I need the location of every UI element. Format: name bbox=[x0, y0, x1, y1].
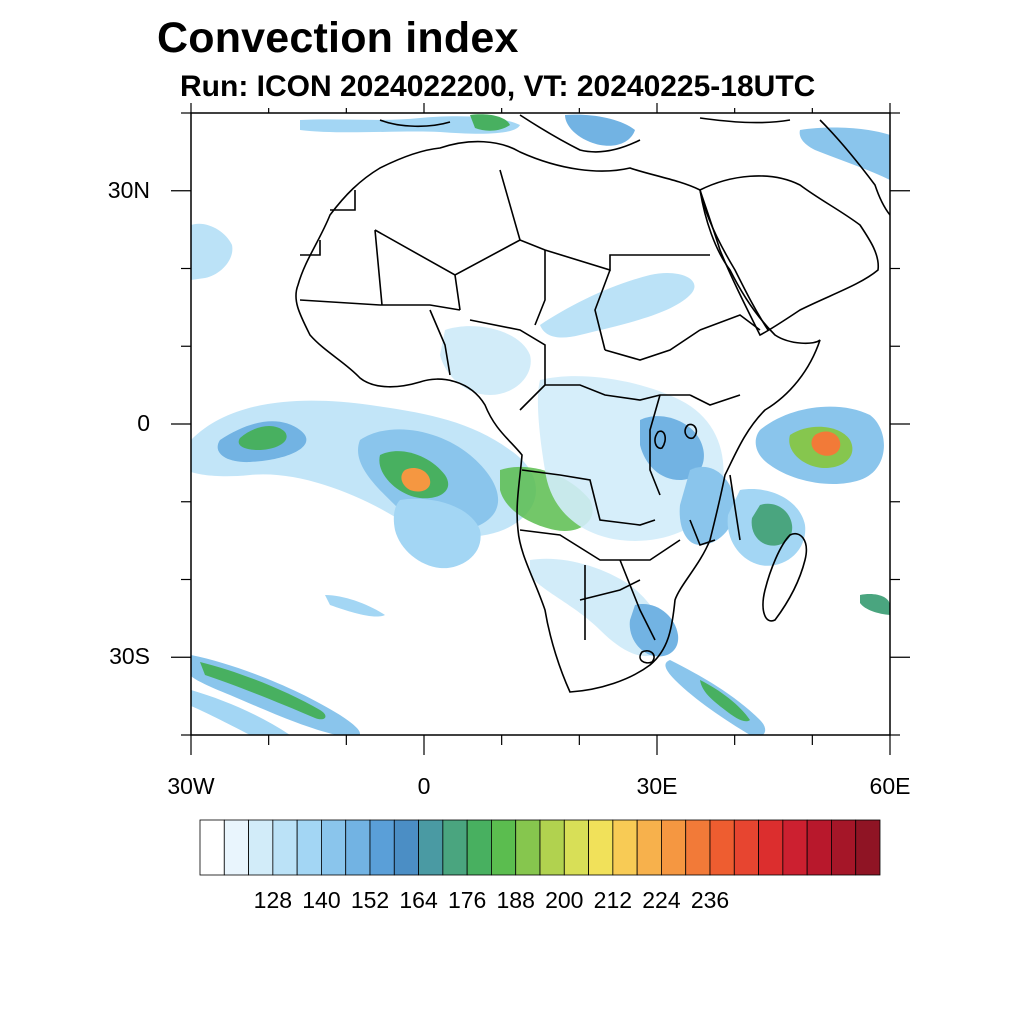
colorbar-label: 152 bbox=[350, 887, 390, 913]
colorbar-swatch bbox=[855, 819, 881, 876]
convection-field bbox=[191, 114, 890, 735]
y-tick-label: 30N bbox=[107, 176, 150, 203]
colorbar-label: 140 bbox=[302, 887, 341, 913]
colorbar-swatch bbox=[393, 819, 419, 876]
colorbar-swatch bbox=[539, 819, 565, 876]
colorbar-swatch bbox=[758, 819, 784, 876]
europe-coast bbox=[379, 114, 641, 153]
inner-borders-central bbox=[429, 309, 761, 496]
colorbar-swatch bbox=[296, 819, 322, 876]
colorbar-swatch bbox=[369, 819, 395, 876]
y-tick-label: 30S bbox=[109, 643, 150, 670]
field-southern-atlantic bbox=[393, 498, 481, 569]
colorbar-swatch bbox=[709, 819, 735, 876]
field-med-core bbox=[470, 114, 510, 131]
colorbar-swatch bbox=[733, 819, 759, 876]
coastlines bbox=[295, 114, 890, 693]
field-indian-hot bbox=[811, 431, 841, 456]
colorbar-swatch bbox=[418, 819, 444, 876]
colorbar-label: 212 bbox=[593, 887, 633, 913]
colorbar-swatch bbox=[685, 819, 711, 876]
colorbar-swatch bbox=[782, 819, 808, 876]
field-aegean bbox=[565, 114, 635, 146]
colorbar-swatch bbox=[636, 819, 662, 876]
field-gulf-guinea-hot bbox=[401, 468, 431, 492]
colorbar bbox=[199, 819, 881, 876]
colorbar-swatch bbox=[563, 819, 589, 876]
x-tick-label: 30W bbox=[167, 773, 215, 799]
field-med bbox=[300, 116, 520, 134]
colorbar-swatch bbox=[491, 819, 517, 876]
chart-title: Convection index bbox=[157, 14, 519, 62]
colorbar-label: 176 bbox=[447, 887, 487, 913]
field-south-band-core bbox=[200, 662, 326, 720]
colorbar-label: 200 bbox=[545, 887, 584, 913]
inner-borders-south bbox=[519, 469, 741, 641]
colorbar-swatch bbox=[272, 819, 298, 876]
africa-coastline bbox=[295, 140, 821, 693]
field-southern-africa bbox=[530, 558, 664, 657]
field-arabian-sea bbox=[860, 594, 890, 615]
colorbar-swatch bbox=[806, 819, 832, 876]
field-se-streak-core bbox=[700, 680, 750, 722]
colorbar-swatch bbox=[466, 819, 492, 876]
turkey-coast bbox=[699, 117, 791, 124]
field-sahel-streak bbox=[540, 272, 695, 338]
field-south-band-2 bbox=[191, 690, 290, 735]
colorbar-label: 164 bbox=[399, 887, 438, 913]
field-mozambique-core bbox=[751, 503, 793, 546]
colorbar-swatch bbox=[661, 819, 687, 876]
colorbar-swatch bbox=[612, 819, 638, 876]
colorbar-swatch bbox=[588, 819, 614, 876]
field-lake-region bbox=[640, 416, 704, 480]
colorbar-swatch bbox=[442, 819, 468, 876]
x-tick-label: 60E bbox=[869, 773, 911, 799]
colorbar-swatch bbox=[515, 819, 541, 876]
y-tick-label: 0 bbox=[137, 410, 150, 436]
red-sea bbox=[699, 189, 769, 331]
chart-subtitle: Run: ICON 2024022200, VT: 20240225-18UTC bbox=[180, 70, 816, 103]
colorbar-label: 236 bbox=[690, 887, 730, 913]
colorbar-label: 224 bbox=[642, 887, 681, 913]
colorbar-label: 128 bbox=[253, 887, 293, 913]
x-tick-label: 30E bbox=[636, 773, 678, 799]
field-westafrica bbox=[440, 326, 531, 395]
madagascar bbox=[762, 533, 808, 622]
colorbar-swatch bbox=[345, 819, 371, 876]
field-canary bbox=[191, 223, 233, 280]
colorbar-swatch bbox=[223, 819, 249, 876]
colorbar-swatch bbox=[248, 819, 274, 876]
lakes bbox=[639, 423, 698, 664]
field-mid-atlantic-streak bbox=[325, 595, 385, 617]
inner-borders-north bbox=[299, 169, 710, 351]
field-eastafrica bbox=[679, 466, 736, 545]
iran-coast bbox=[819, 119, 890, 216]
colorbar-swatch bbox=[199, 819, 225, 876]
x-tick-label: 0 bbox=[417, 773, 431, 799]
field-central-africa bbox=[537, 376, 724, 541]
colorbar-swatch bbox=[321, 819, 347, 876]
axis-ticks bbox=[171, 103, 910, 755]
arabia-coast bbox=[699, 175, 880, 337]
field-iran bbox=[799, 127, 890, 180]
colorbar-label: 188 bbox=[496, 887, 535, 913]
field-atlantic-core2 bbox=[238, 426, 287, 450]
colorbar-swatch bbox=[831, 819, 857, 876]
